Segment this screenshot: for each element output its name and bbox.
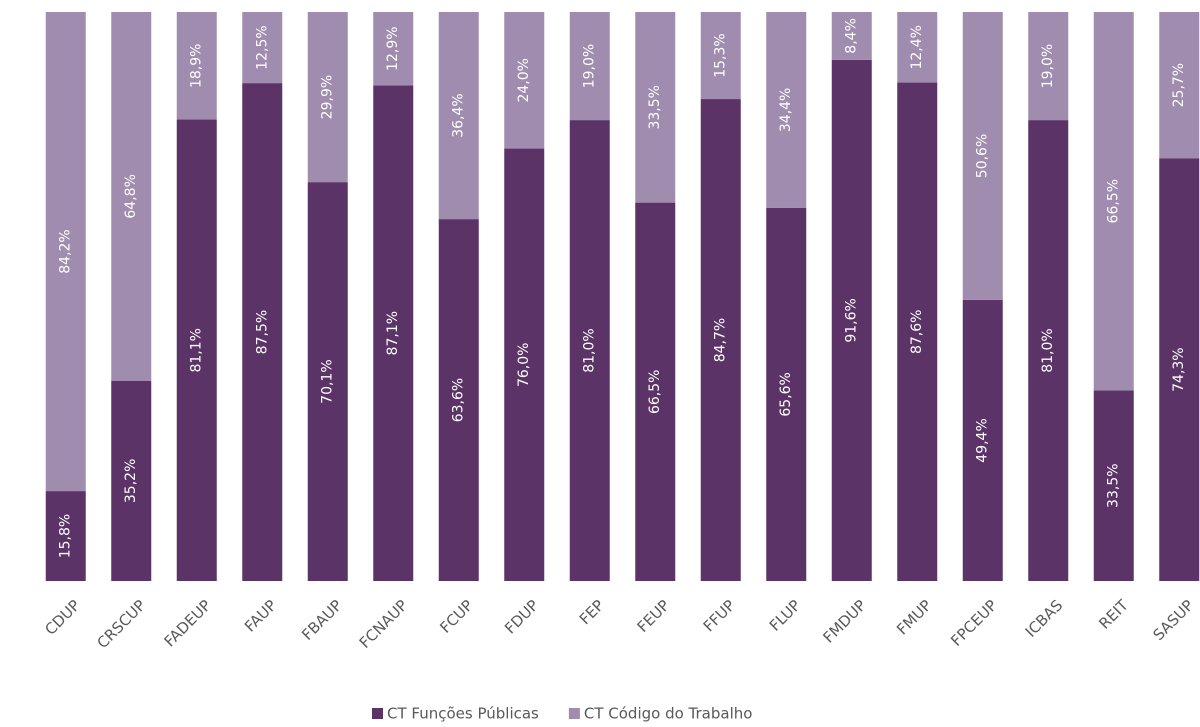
x-tick-label: ICBAS [1022, 596, 1067, 641]
bar-segment [1093, 12, 1134, 391]
legend-label: CT Código do Trabalho [584, 705, 753, 723]
data-label: 12,9% [385, 26, 401, 70]
x-tick-label: FADEUP [161, 596, 215, 650]
bar-segment [1028, 120, 1069, 582]
data-label: 12,4% [909, 25, 925, 69]
x-tick-label: FMUP [893, 596, 935, 638]
data-label: 84,2% [58, 229, 74, 273]
bar-segment [176, 12, 217, 120]
data-label: 49,4% [975, 418, 991, 462]
data-label: 35,2% [123, 459, 139, 503]
bar-segment [766, 207, 807, 581]
bar-segment [569, 12, 610, 121]
data-label: 74,3% [1171, 347, 1187, 391]
bar-segment [45, 12, 86, 492]
data-label: 33,5% [1106, 463, 1122, 507]
x-tick-label: FCNAUP [356, 596, 412, 652]
bar-segment [307, 182, 348, 582]
data-label: 12,5% [254, 25, 270, 69]
x-tick-label: FEP [576, 596, 608, 628]
x-tick-label: FPCEUP [947, 596, 1000, 649]
bar-segment [1093, 390, 1134, 581]
x-tick-label: FDUP [501, 596, 542, 637]
data-label: 66,5% [1106, 179, 1122, 223]
bar-segment [831, 59, 872, 581]
bar-segment [242, 83, 283, 581]
data-label: 87,1% [385, 311, 401, 355]
data-label: 81,1% [189, 328, 205, 372]
bar-segment [111, 380, 152, 581]
data-label: 15,3% [713, 33, 729, 77]
data-label: 34,4% [778, 88, 794, 132]
data-label: 24,0% [516, 58, 532, 102]
data-label: 63,6% [451, 378, 467, 422]
bar-segment [1159, 12, 1200, 159]
bar-segment [831, 12, 872, 60]
bar-segment [766, 12, 807, 208]
data-label: 76,0% [516, 343, 532, 387]
data-label: 87,6% [909, 310, 925, 354]
data-label: 70,1% [320, 359, 336, 403]
x-tick-label: CRSCUP [93, 596, 149, 652]
data-label: 19,0% [1040, 44, 1056, 88]
bar-segment [962, 12, 1003, 300]
data-label: 36,4% [451, 93, 467, 137]
bar-segment [897, 82, 938, 581]
data-label: 66,5% [647, 370, 663, 414]
data-label: 19,0% [582, 44, 598, 88]
data-label: 81,0% [582, 328, 598, 372]
x-tick-label: FEUP [634, 596, 674, 636]
bar-segment [504, 12, 545, 149]
x-tick-label: SASUP [1149, 596, 1197, 644]
bar-segment [700, 12, 741, 100]
bar-segment [635, 12, 676, 203]
x-tick-label: CDUP [41, 596, 83, 638]
bar-segment [111, 12, 152, 381]
bar-segment [373, 12, 414, 86]
data-label: 18,9% [189, 44, 205, 88]
data-label: 29,9% [320, 75, 336, 119]
bar-segment [176, 119, 217, 581]
bar-segment [635, 202, 676, 582]
data-label: 87,5% [254, 310, 270, 354]
bar-segment [242, 12, 283, 84]
data-label: 64,8% [123, 174, 139, 218]
bar-segment [438, 12, 479, 220]
legend: CT Funções Públicas CT Código do Trabalho [372, 705, 752, 723]
x-tick-label: FLUP [766, 596, 804, 634]
data-label: 91,6% [844, 298, 860, 342]
data-label: 84,7% [713, 318, 729, 362]
x-tick-label: REIT [1095, 596, 1132, 633]
bar-segment [897, 12, 938, 83]
legend-swatch [568, 708, 580, 719]
bar-segment [373, 85, 414, 581]
legend-swatch [372, 708, 383, 719]
bar-segment [1159, 158, 1200, 581]
data-label: 81,0% [1040, 328, 1056, 372]
bar-segment [700, 99, 741, 581]
data-label: 65,6% [778, 372, 794, 416]
x-tick-label: FBAUP [298, 596, 346, 644]
data-label: 33,5% [647, 85, 663, 129]
data-label: 25,7% [1171, 63, 1187, 107]
bar-segment [962, 299, 1003, 581]
bar-segment [438, 219, 479, 581]
data-label: 50,6% [975, 134, 991, 178]
data-label: 15,8% [58, 514, 74, 558]
bar-segment [1028, 12, 1069, 121]
x-tick-label: FMDUP [819, 596, 869, 646]
bar-segment [307, 12, 348, 183]
bar-segment [569, 120, 610, 582]
bar-segment [45, 491, 86, 581]
data-label: 8,4% [844, 18, 860, 54]
x-tick-label: FAUP [241, 596, 280, 635]
x-tick-label: FFUP [700, 596, 739, 635]
x-tick-label: FCUP [436, 596, 476, 636]
legend-label: CT Funções Públicas [387, 705, 539, 723]
bar-segment [504, 148, 545, 581]
